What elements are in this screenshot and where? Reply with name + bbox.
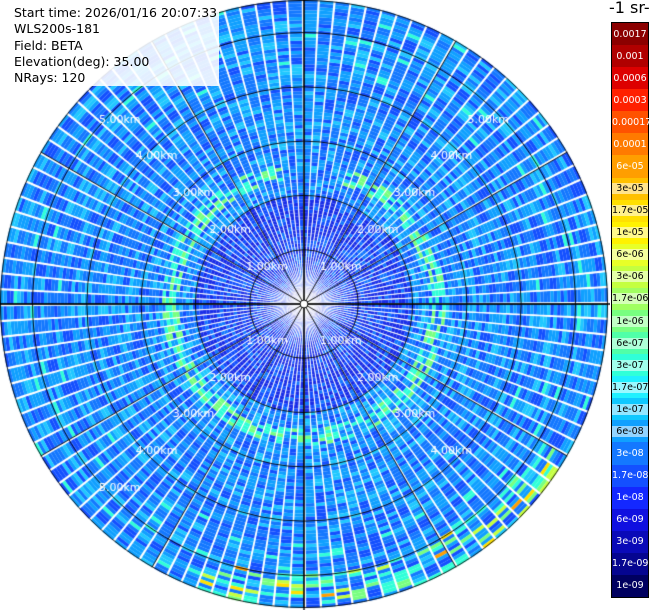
colorbar-segment xyxy=(612,442,648,466)
colorbar-label: 0.0006 xyxy=(613,72,647,84)
colorbar-label: 0.00017 xyxy=(612,116,650,128)
colorbar-segment xyxy=(612,464,648,488)
info-panel: Start time: 2026/01/16 20:07:33 WLS200s-… xyxy=(12,5,220,87)
colorbar-label: 3e-07 xyxy=(612,359,648,371)
colorbar-label: 1e-05 xyxy=(612,227,648,239)
colorbar-segment xyxy=(612,486,648,510)
colorbar-segment xyxy=(612,89,648,112)
colorbar-label: 1.7e-09 xyxy=(612,558,649,570)
colorbar-label: 3e-06 xyxy=(612,271,648,283)
colorbar-segment xyxy=(612,530,648,554)
colorbar-segment xyxy=(612,23,648,46)
colorbar-label: 0.001 xyxy=(616,50,644,62)
colorbar: 0.0017 0.001 0.0006 0.0003 0.00017 0.0001 6e-0… xyxy=(611,22,650,598)
colorbar-label: 1.7e-06 xyxy=(612,293,649,305)
colorbar-label: 6e-09 xyxy=(616,514,644,526)
colorbar-segment xyxy=(612,552,648,576)
colorbar-label: 3e-05 xyxy=(612,183,648,195)
colorbar-label: 6e-07 xyxy=(612,337,648,349)
colorbar-segment xyxy=(612,45,648,68)
colorbar-label: 1e-06 xyxy=(612,315,648,327)
colorbar-label: 1e-07 xyxy=(612,403,648,415)
colorbar-label: 3e-08 xyxy=(616,448,644,459)
start-time-text: Start time: 2026/01/16 20:07:33 xyxy=(14,5,218,20)
elevation-text: Elevation(deg): 35.00 xyxy=(14,53,150,69)
colorbar-label: 6e-05 xyxy=(616,161,644,172)
colorbar-label: 6e-08 xyxy=(612,425,648,437)
colorbar-label: 1.7e-05 xyxy=(612,205,649,217)
colorbar-label: 0.0017 xyxy=(613,28,647,40)
colorbar-segment xyxy=(612,133,648,156)
ppi-plot xyxy=(0,0,610,610)
colorbar-label: 6e-06 xyxy=(612,249,648,261)
colorbar-label: 3e-09 xyxy=(616,536,644,548)
colorbar-label: 1.7e-08 xyxy=(612,470,649,482)
colorbar-segment xyxy=(612,574,648,598)
colorbar-segment xyxy=(612,111,648,134)
colorbar-title: -1 sr- xyxy=(609,0,650,17)
field-text: Field: BETA xyxy=(14,37,83,53)
nrays-text: NRays: 120 xyxy=(14,70,86,86)
colorbar-label: 0.0001 xyxy=(613,138,647,150)
colorbar-label: 1e-08 xyxy=(616,492,644,504)
colorbar-segment xyxy=(612,155,648,179)
colorbar-label: 1.7e-07 xyxy=(612,381,649,393)
colorbar-segment xyxy=(612,67,648,90)
colorbar-label: 1e-09 xyxy=(616,580,644,592)
instrument-text: WLS200s-181 xyxy=(14,21,100,37)
colorbar-label: 0.0003 xyxy=(613,94,647,106)
colorbar-segment xyxy=(612,508,648,532)
